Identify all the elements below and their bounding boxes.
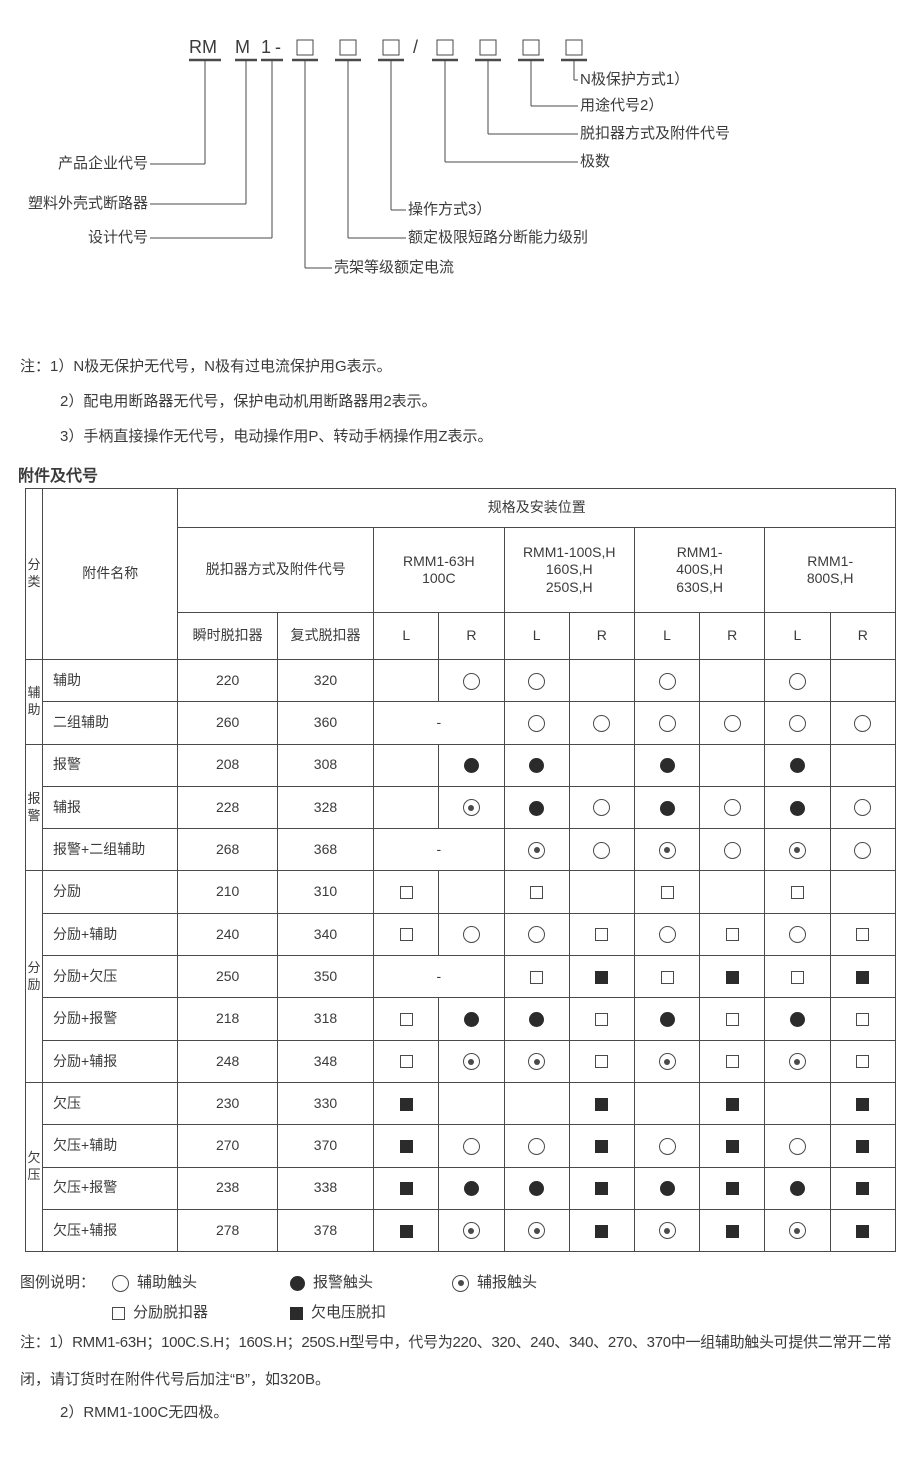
svg-text:-: -: [275, 37, 281, 57]
svg-text:产品企业代号: 产品企业代号: [58, 154, 148, 172]
svg-text:1: 1: [261, 37, 271, 57]
svg-text:壳架等级额定电流: 壳架等级额定电流: [334, 258, 454, 276]
svg-text:用途代号2）: 用途代号2）: [580, 97, 663, 114]
svg-text:极数: 极数: [580, 153, 610, 170]
svg-text:/: /: [413, 37, 418, 57]
svg-text:额定极限短路分断能力级别: 额定极限短路分断能力级别: [408, 229, 588, 246]
svg-text:设计代号: 设计代号: [88, 229, 148, 246]
svg-text:N极保护方式1）: N极保护方式1）: [580, 71, 689, 88]
svg-text:M: M: [235, 37, 250, 57]
svg-text:操作方式3）: 操作方式3）: [408, 201, 491, 218]
svg-text:脱扣器方式及附件代号: 脱扣器方式及附件代号: [580, 125, 730, 142]
svg-text:塑料外壳式断路器: 塑料外壳式断路器: [28, 195, 148, 212]
svg-text:RM: RM: [189, 37, 217, 57]
